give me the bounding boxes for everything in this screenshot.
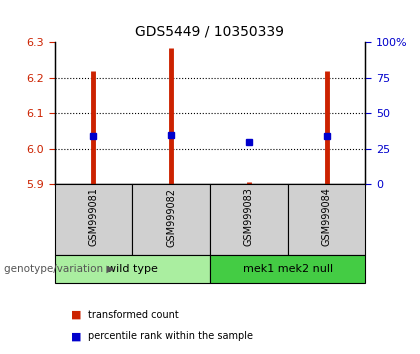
Text: percentile rank within the sample: percentile rank within the sample (88, 331, 253, 341)
Text: ■: ■ (71, 331, 82, 341)
Text: wild type: wild type (107, 264, 158, 274)
Title: GDS5449 / 10350339: GDS5449 / 10350339 (136, 24, 284, 39)
Text: GSM999082: GSM999082 (166, 188, 176, 247)
Bar (210, 184, 288, 255)
Bar (55, 184, 132, 255)
Bar (288, 184, 365, 255)
Bar (132, 184, 210, 255)
Bar (55, 255, 210, 283)
Text: genotype/variation ▶: genotype/variation ▶ (4, 264, 115, 274)
Text: GSM999081: GSM999081 (89, 188, 98, 246)
Text: GSM999084: GSM999084 (322, 188, 331, 246)
Text: mek1 mek2 null: mek1 mek2 null (243, 264, 333, 274)
Text: transformed count: transformed count (88, 310, 179, 320)
Bar (210, 255, 365, 283)
Text: GSM999083: GSM999083 (244, 188, 254, 246)
Text: ■: ■ (71, 310, 82, 320)
